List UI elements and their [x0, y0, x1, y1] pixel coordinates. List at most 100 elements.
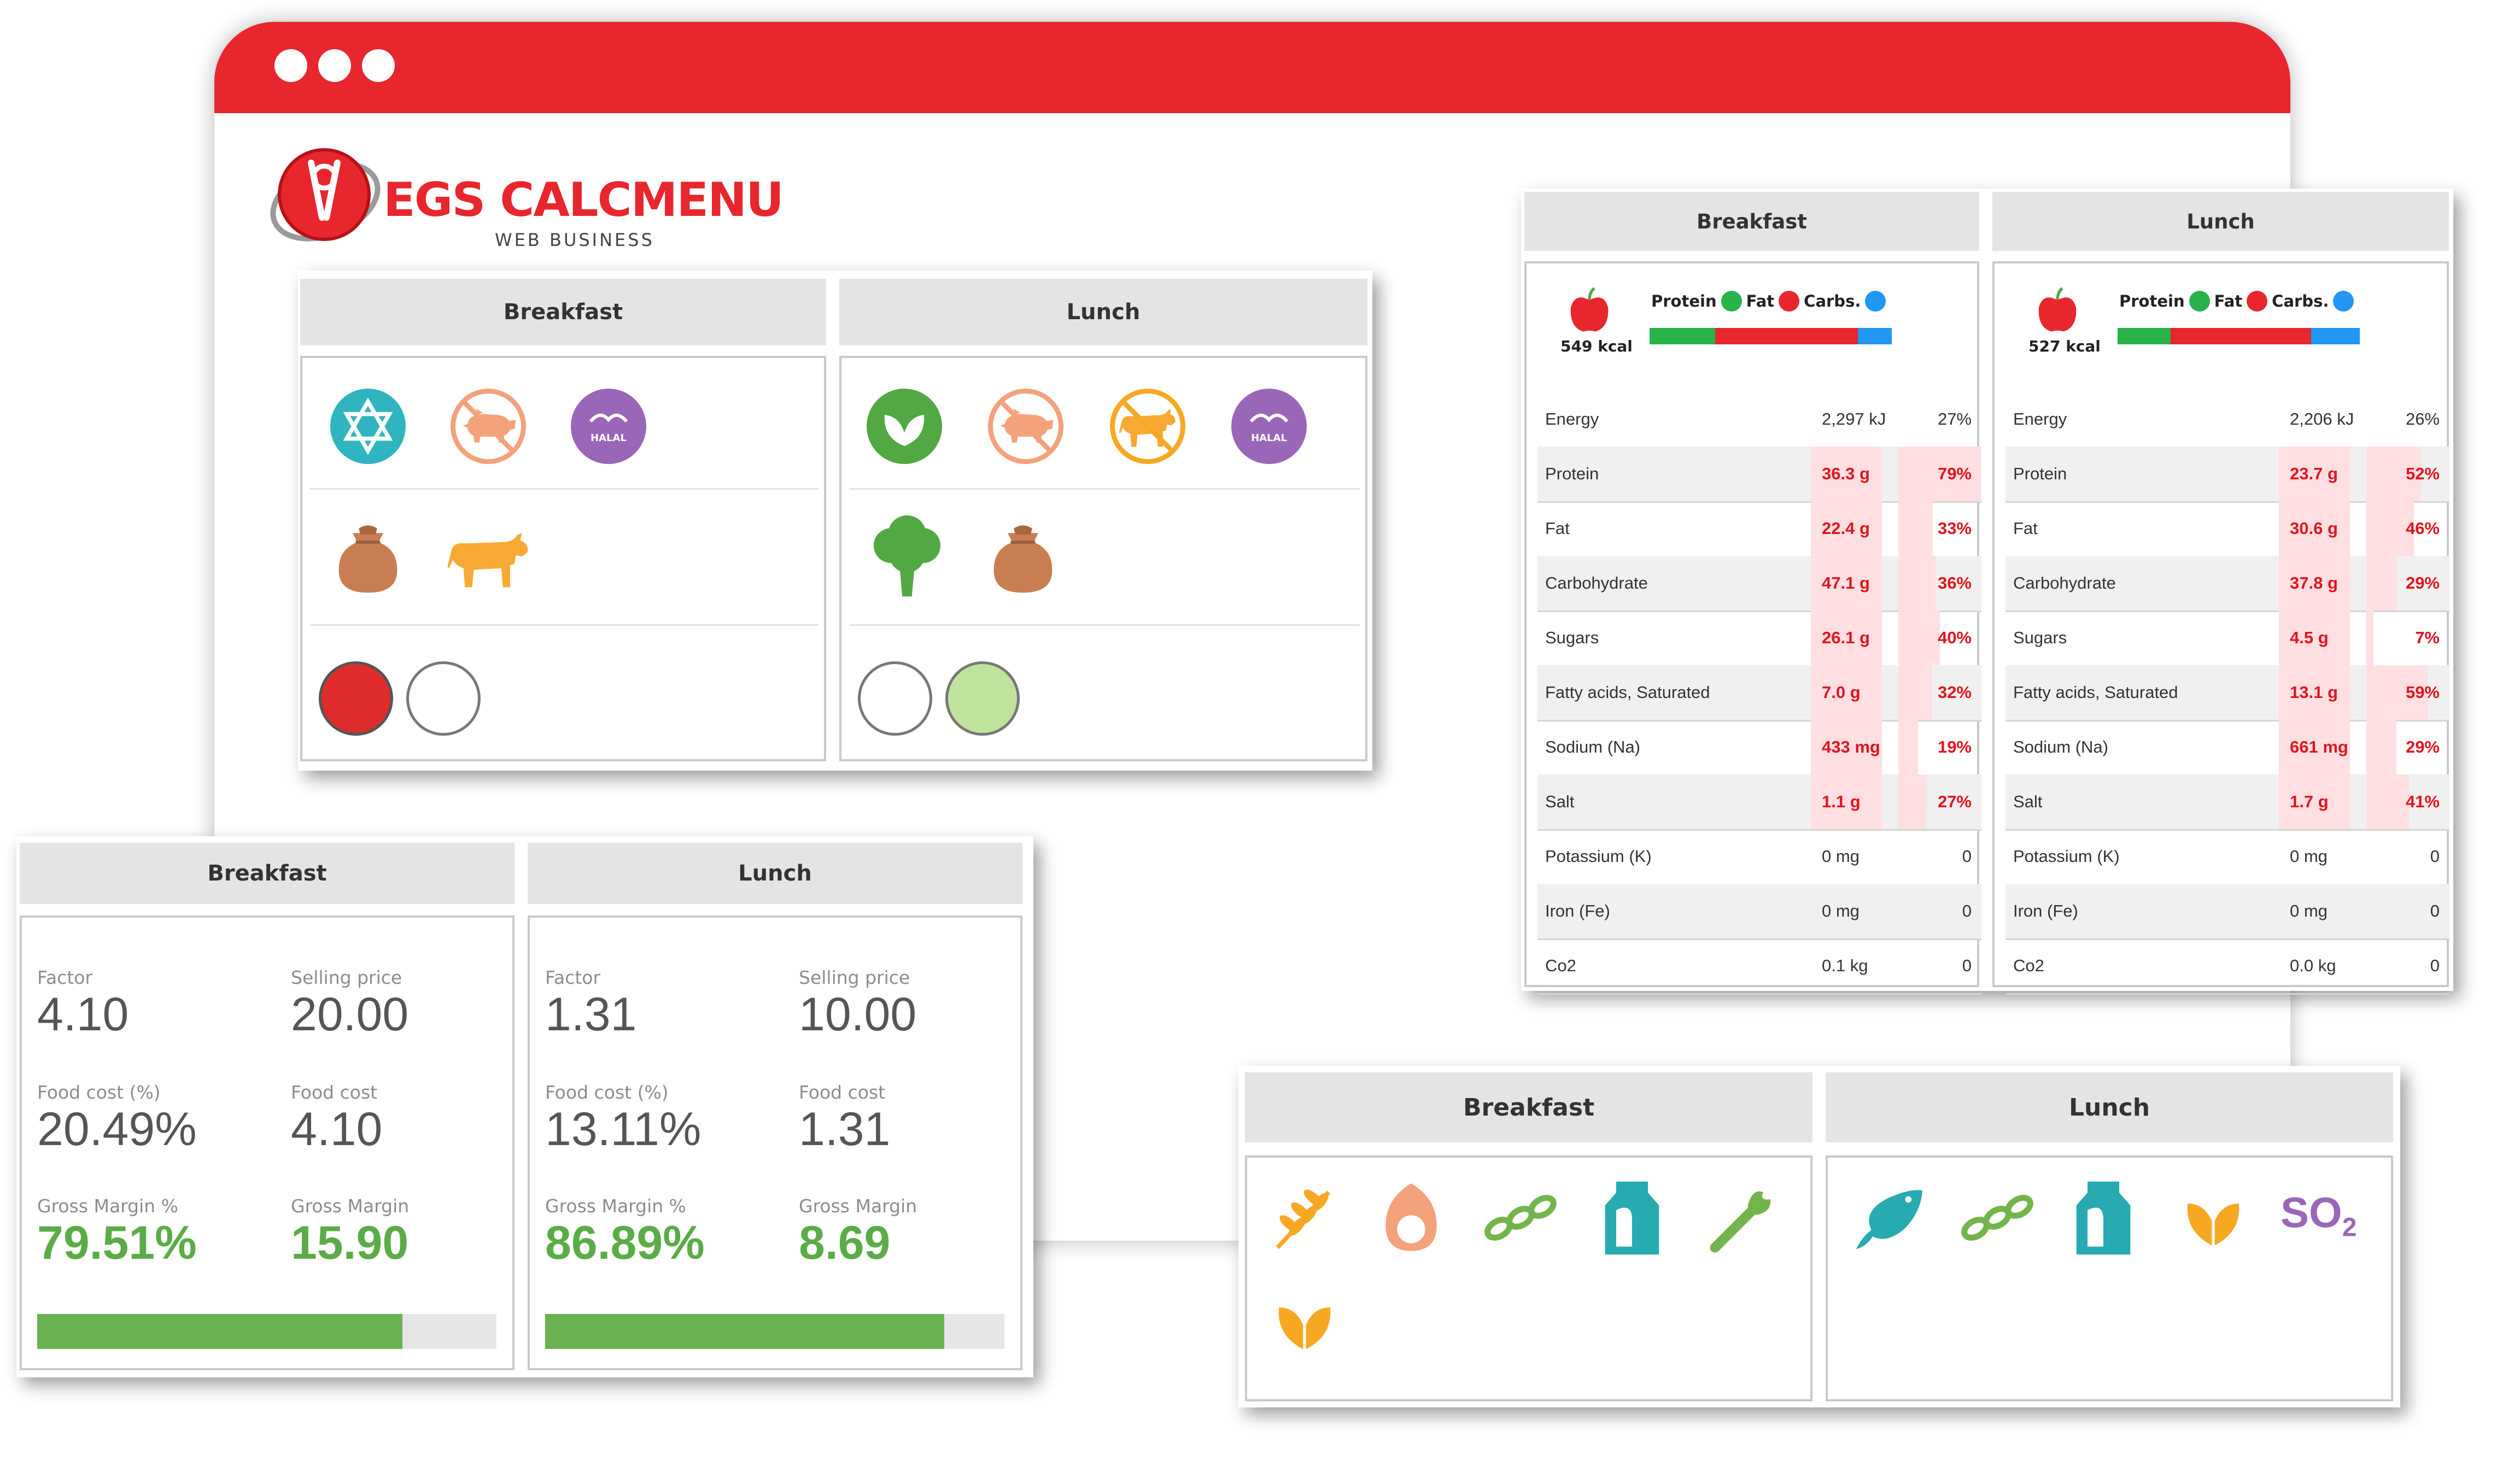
nutrient-percent: 40% [1937, 628, 1972, 647]
selling-price-label: Selling price [799, 967, 910, 988]
macro-bar-protein [2118, 328, 2171, 344]
nutrient-percent: 0 [1962, 956, 1972, 975]
nutrient-percent: 33% [1937, 519, 1972, 538]
traffic-light-red [319, 661, 393, 736]
food-cost-pct-label: Food cost (%) [545, 1082, 669, 1103]
nutrient-percent: 26% [2405, 409, 2440, 429]
halal-icon: HALAL [1231, 389, 1307, 464]
no-pork-icon [988, 389, 1063, 464]
nutrient-amount: 47.1 g [1822, 573, 1870, 592]
food-cost-value: 4.10 [291, 1103, 383, 1155]
nutrient-row: Iron (Fe) 0 mg 0 [1537, 884, 1981, 940]
vegetarian-leaf-icon [867, 389, 942, 464]
nutrient-percent: 7% [2415, 628, 2440, 647]
so2-subscript: 2 [2342, 1213, 2357, 1242]
milk-carton-icon [1605, 1181, 1659, 1255]
percent-highlight [1898, 447, 1980, 501]
percent-highlight [2366, 501, 2414, 556]
nutrient-row: Protein 23.7 g 52% [2006, 447, 2449, 503]
amount-highlight [2279, 774, 2350, 829]
nutrient-amount: 26.1 g [1822, 628, 1870, 647]
margin-progress-fill [37, 1314, 402, 1349]
nutrient-amount: 30.6 g [2290, 519, 2338, 538]
macro-legend: Protein Fat Carbs. [1651, 291, 1886, 312]
factor-label: Factor [545, 967, 601, 988]
amount-highlight [1811, 720, 1882, 774]
nuts-leaf-icon [1269, 1286, 1340, 1357]
nutrient-amount: 2,206 kJ [2290, 409, 2354, 429]
percent-highlight [1898, 665, 1932, 720]
allergen-panel: Breakfast Lunch [1238, 1066, 2400, 1407]
protein-dot [2189, 291, 2210, 312]
nutrient-name: Fatty acids, Saturated [1545, 683, 1710, 702]
amount-highlight [2279, 501, 2350, 556]
nutrient-name: Sugars [1545, 628, 1599, 647]
window-dot-3[interactable] [362, 49, 395, 82]
selling-price-label: Selling price [291, 967, 402, 988]
gross-margin-value: 15.90 [291, 1217, 409, 1269]
nutrient-row: Iron (Fe) 0 mg 0 [2006, 884, 2449, 940]
nutrient-name: Energy [1545, 409, 1599, 429]
beef-icon [447, 533, 528, 588]
nutrient-amount: 433 mg [1822, 737, 1880, 756]
nutrient-name: Sodium (Na) [2013, 737, 2108, 756]
nutrient-percent: 41% [2405, 792, 2440, 811]
macro-bar-carbs [1857, 328, 1892, 344]
macro-legend: Protein Fat Carbs. [2119, 291, 2354, 312]
browser-title-bar [214, 22, 2290, 113]
nutrient-name: Potassium (K) [2013, 847, 2120, 866]
halal-label: HALAL [590, 432, 627, 444]
allergen-box-lunch: SO2 [1826, 1155, 2393, 1401]
nutrient-amount: 7.0 g [1822, 683, 1861, 702]
nutrient-row: Fatty acids, Saturated 7.0 g 32% [1537, 665, 1981, 721]
nutrient-percent: 52% [2405, 464, 2440, 483]
nutrient-percent: 0 [1962, 901, 1972, 920]
nutrient-amount: 0 mg [1822, 847, 1860, 866]
window-dot-2[interactable] [318, 49, 351, 82]
so2-text: SO [2281, 1188, 2342, 1236]
nutrient-name: Salt [2013, 792, 2043, 811]
amount-highlight [2279, 447, 2350, 501]
kcal-value: 527 kcal [2028, 337, 2101, 355]
cost-header-lunch: Lunch [528, 843, 1022, 904]
nutrient-row: Potassium (K) 0 mg 0 [1537, 829, 1981, 885]
nutrition-header-breakfast: Breakfast [1524, 192, 1979, 251]
brand-name-text: EGS CALCMENU [383, 173, 784, 227]
gross-margin-pct-label: Gross Margin % [37, 1195, 179, 1217]
nutrient-name: Carbohydrate [1545, 573, 1648, 592]
apple-icon [1570, 287, 1609, 332]
food-cost-label: Food cost [291, 1082, 378, 1103]
nutrient-percent: 79% [1937, 464, 1972, 483]
macro-split-bar [2118, 328, 2360, 344]
apple-icon [2038, 287, 2077, 332]
nutrient-name: Protein [2013, 464, 2067, 483]
nutrient-percent: 19% [1937, 737, 1972, 756]
nutrient-name: Protein [1545, 464, 1599, 483]
amount-highlight [1811, 774, 1882, 829]
brand-logo: EGS CALCMENU WEB BUSINESS [265, 141, 784, 250]
gross-margin-value: 8.69 [799, 1217, 891, 1269]
nutrient-amount: 0 mg [2290, 901, 2328, 920]
nutrient-name: Co2 [2013, 956, 2044, 975]
amount-highlight [1811, 665, 1882, 720]
nutrient-row: Sodium (Na) 661 mg 29% [2006, 720, 2449, 776]
margin-progress-fill [545, 1314, 944, 1349]
carbs-dot [2333, 291, 2354, 312]
nutrient-amount: 661 mg [2290, 737, 2348, 756]
nutrition-panel: Breakfast Lunch 549 kcal Protein Fat Car… [1521, 189, 2453, 995]
percent-highlight [1898, 774, 1927, 829]
window-dot-1[interactable] [274, 49, 307, 82]
amount-highlight [1811, 501, 1882, 556]
selling-price-value: 10.00 [799, 988, 917, 1041]
nutrient-name: Salt [1545, 792, 1575, 811]
no-pork-icon [451, 389, 526, 464]
nutrient-row: Co2 0.1 kg 0 [1537, 938, 1981, 995]
nutrient-percent: 32% [1937, 683, 1972, 702]
lupin-chain-icon [1482, 1190, 1559, 1245]
food-cost-value: 1.31 [799, 1103, 891, 1155]
nutrient-row: Sodium (Na) 433 mg 19% [1537, 720, 1981, 776]
factor-label: Factor [37, 967, 93, 988]
percent-highlight [2366, 774, 2409, 829]
food-cost-pct-value: 20.49% [37, 1103, 197, 1155]
margin-progress-bar [545, 1314, 1004, 1349]
